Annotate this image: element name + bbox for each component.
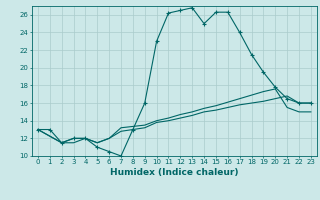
X-axis label: Humidex (Indice chaleur): Humidex (Indice chaleur) bbox=[110, 168, 239, 177]
